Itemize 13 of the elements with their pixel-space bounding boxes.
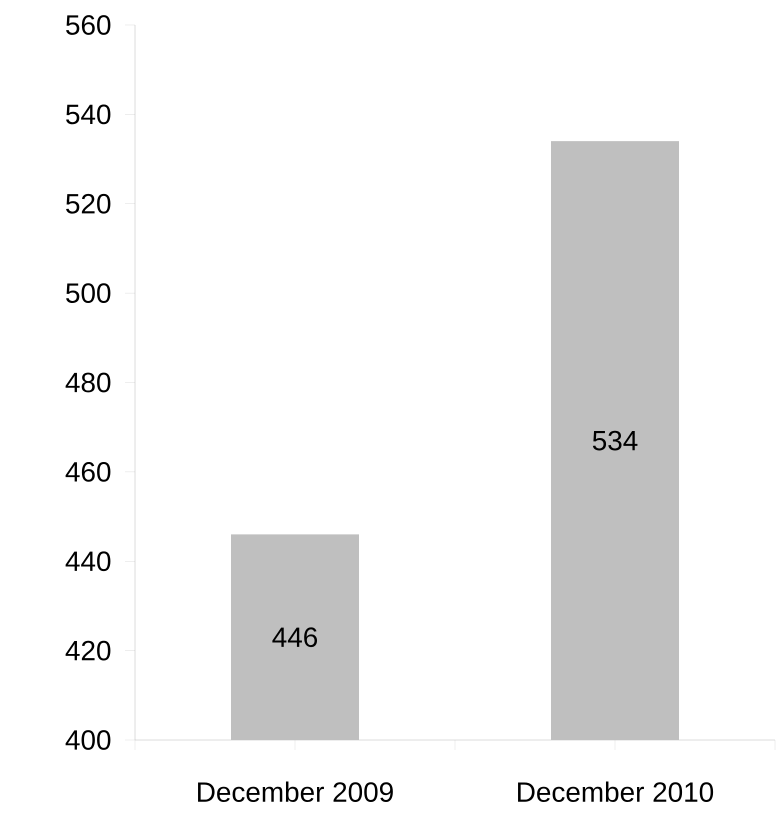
y-tick-label: 420 — [66, 640, 110, 660]
data-label: 446 — [272, 627, 318, 648]
data-label: 534 — [592, 430, 638, 450]
y-tick-label: 400 — [66, 730, 110, 750]
y-tick-label: 480 — [66, 372, 110, 392]
y-tick-label: 540 — [66, 104, 110, 124]
x-tick-label: December 2009 — [198, 782, 393, 802]
y-tick-label: 440 — [66, 551, 110, 572]
y-tick-label: 460 — [66, 462, 110, 482]
y-tick-label: 500 — [66, 283, 110, 303]
y-tick-label: 560 — [66, 15, 110, 35]
x-tick-label: December 2010 — [518, 782, 714, 802]
y-tick-label: 520 — [66, 194, 110, 214]
